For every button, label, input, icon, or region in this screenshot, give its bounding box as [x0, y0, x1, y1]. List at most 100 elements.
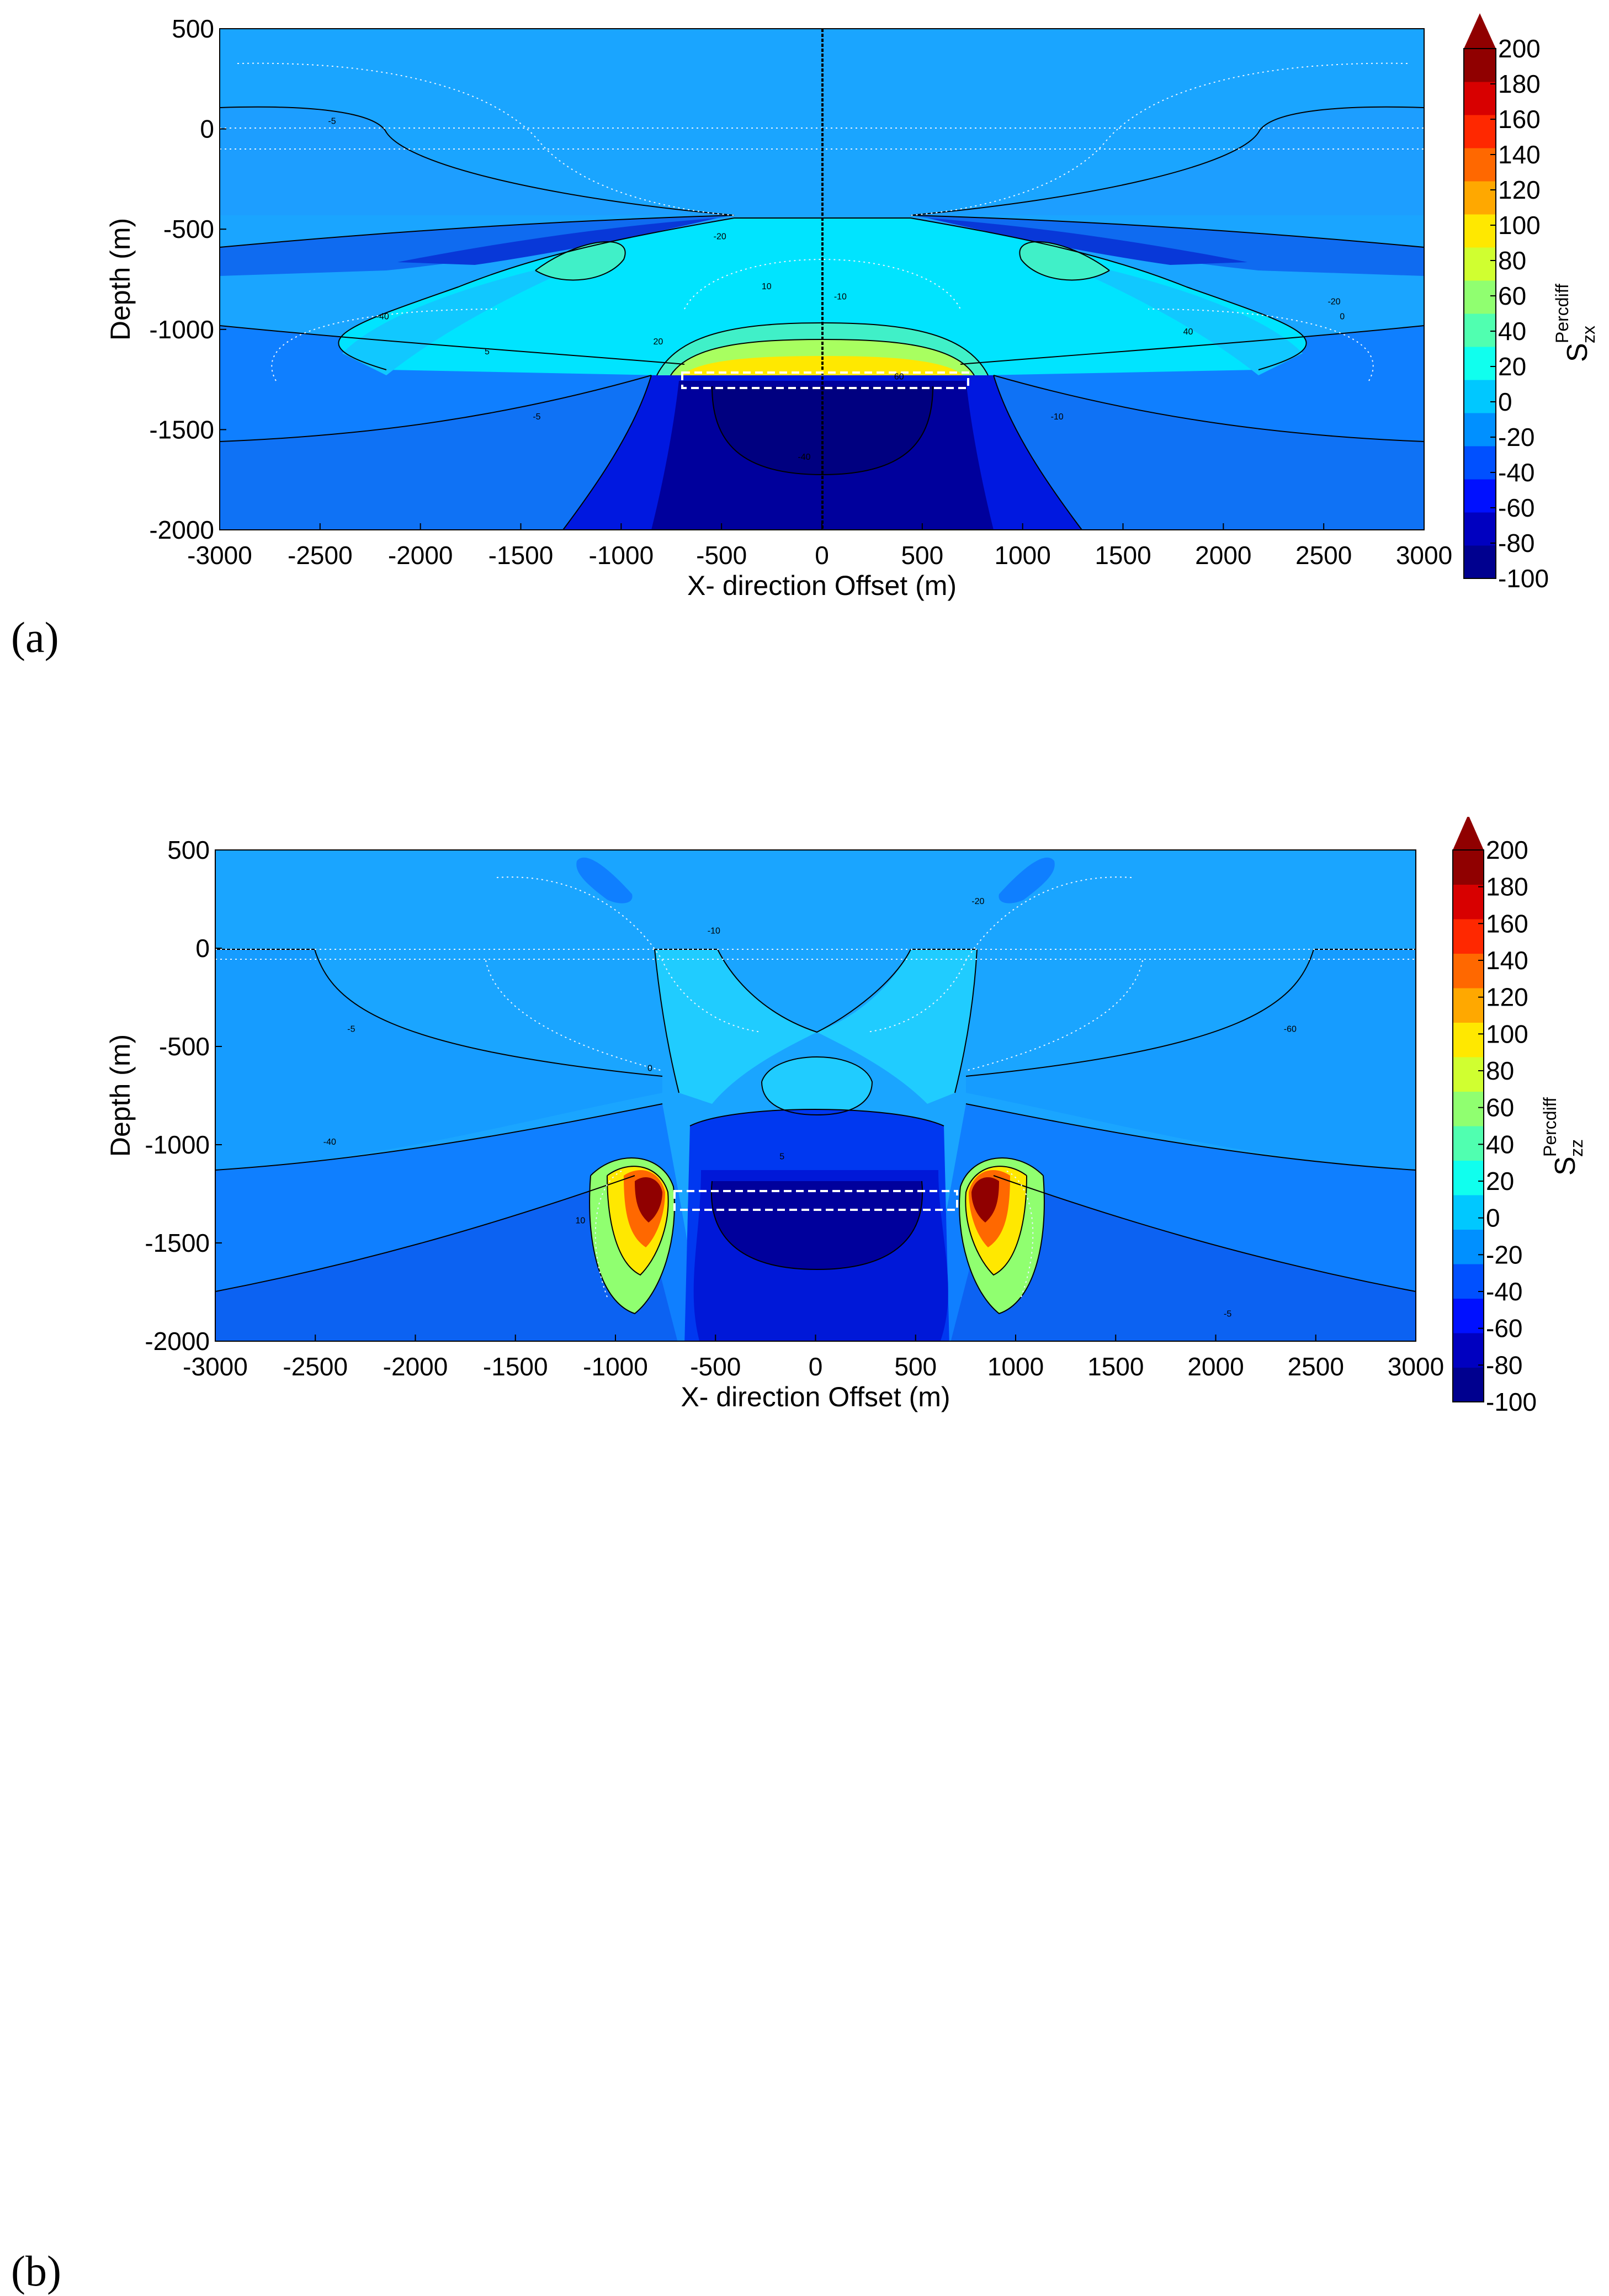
- colorbar-tick-label: 200: [1498, 34, 1541, 63]
- colorbar-tick-label: -40: [1498, 458, 1534, 487]
- colorbar-swatch: [1464, 280, 1496, 314]
- x-tick-label: 500: [901, 541, 943, 570]
- contour-band: [535, 241, 625, 280]
- colorbar-swatch: [1453, 1229, 1484, 1264]
- colorbar-frame: [1452, 849, 1484, 1402]
- colorbar-swatch: [1453, 919, 1484, 954]
- x-tick-label: 2000: [1187, 1352, 1244, 1381]
- colorbar-swatch: [1453, 1264, 1484, 1299]
- colorbar-label-superscript: Percdiff: [1552, 284, 1572, 343]
- colorbar-tick-label: 80: [1486, 1056, 1514, 1085]
- colorbar-swatch: [1464, 115, 1496, 148]
- x-tick-label: 0: [815, 541, 829, 570]
- y-tick-label: 500: [167, 836, 210, 864]
- y-axis-label: Depth (m): [105, 1034, 136, 1157]
- contour-band: [762, 1057, 872, 1115]
- y-tick-label: -500: [163, 215, 214, 243]
- colorbar-swatch: [1453, 850, 1484, 885]
- contour-band: [1038, 254, 1303, 375]
- contour-band: [712, 386, 933, 475]
- contour-band: [220, 375, 673, 530]
- colorbar-label-superscript: Percdiff: [1540, 1097, 1560, 1157]
- contour-band: [971, 375, 1424, 530]
- colorbar-swatch: [1464, 380, 1496, 413]
- colorbar-tick-label: 0: [1486, 1204, 1500, 1232]
- x-tick-label: -1000: [583, 1352, 648, 1381]
- contour-lines: [215, 949, 1416, 1315]
- contour-value-label: -20: [714, 232, 726, 241]
- colorbar-swatch: [1453, 1160, 1484, 1195]
- target-box: [673, 1190, 958, 1211]
- colorbar-swatch: [1453, 884, 1484, 920]
- colorbar-swatch: [1464, 347, 1496, 380]
- x-tick-label: 1500: [1095, 541, 1151, 570]
- contour-value-label: 10: [762, 282, 772, 291]
- contour-labels-a: -5 -10 -20 -40 0 5 10 20 40 60 -5 -10 -20 -40: [328, 117, 1345, 462]
- colorbar-swatch: [1464, 545, 1496, 579]
- y-tick-label: -1500: [149, 415, 214, 444]
- contour-value-label: -40: [323, 1138, 336, 1147]
- hot-lobe-left: [590, 1157, 675, 1314]
- x-tick-label: -3000: [183, 1352, 248, 1381]
- x-tick-label: 2000: [1195, 541, 1251, 570]
- contour-value-label: -60: [1284, 1024, 1297, 1034]
- colorbar-a: 200180160140120100806040200-20-40-60-80-…: [1463, 13, 1599, 593]
- plot-area-a: [220, 29, 1424, 530]
- colorbar-swatch: [1464, 446, 1496, 480]
- x-axis-label: X- direction Offset (m): [687, 570, 957, 601]
- x-tick-label: 2500: [1295, 541, 1352, 570]
- x-tick-label: 3000: [1396, 541, 1452, 570]
- colorbar-swatch: [1453, 1126, 1484, 1161]
- contour-value-label: -10: [834, 292, 847, 301]
- colorbar-swatch: [1453, 1057, 1484, 1092]
- contour-band: [950, 1176, 1416, 1341]
- contour-band: [711, 1181, 923, 1269]
- colorbar-swatch: [1464, 214, 1496, 248]
- contour-value-label: 60: [894, 373, 904, 382]
- colorbar-label-main: S: [1549, 1156, 1581, 1176]
- contour-labels-b: -5 -10 -20 -40 -60 0 5 10 -5: [323, 897, 1297, 1319]
- colorbar-swatch: [1464, 82, 1496, 115]
- y-tick-label: 500: [172, 14, 214, 43]
- y-tick-label: -1000: [149, 315, 214, 344]
- contour-band: [817, 949, 977, 1104]
- chart-panel-a: -3000 -2500 -2000 -1500 -1000 -500 0 500 1000 150…: [0, 0, 1609, 679]
- contour-band: [999, 857, 1055, 903]
- x-tick-label: -1500: [488, 541, 554, 570]
- contour-band: [397, 218, 718, 265]
- colorbar-swatch: [1453, 988, 1484, 1023]
- contour-band: [966, 949, 1416, 1170]
- contour-value-label: -40: [376, 312, 389, 322]
- hot-lobe-right: [959, 1157, 1044, 1314]
- colorbar-tick-label: 40: [1486, 1130, 1514, 1158]
- x-tick-label: -3000: [187, 541, 252, 570]
- colorbar-swatch: [1453, 1298, 1484, 1333]
- y-tick-label: -1000: [145, 1130, 210, 1159]
- colorbar-label-main: S: [1562, 343, 1594, 362]
- contour-band: [215, 949, 662, 1170]
- contour-value-label: 40: [1183, 327, 1193, 337]
- colorbar-swatch: [1464, 181, 1496, 215]
- contour-value-label: 20: [654, 337, 663, 347]
- x-tick-label: 1500: [1087, 1352, 1144, 1381]
- x-tick-label: 1000: [994, 541, 1050, 570]
- x-tick-label: 500: [894, 1352, 937, 1381]
- colorbar-tick-label: 120: [1498, 176, 1541, 204]
- plot-area-b: [215, 850, 1416, 1341]
- x-tick-label: -1500: [483, 1352, 548, 1381]
- contour-band: [342, 254, 607, 375]
- contour-band: [215, 1176, 678, 1341]
- contour-band: [927, 218, 1247, 265]
- contour-band: [1019, 241, 1109, 280]
- colorbar-swatch: [1464, 148, 1496, 182]
- x-axis-label: X- direction Offset (m): [681, 1381, 950, 1412]
- contour-value-label: 5: [485, 347, 490, 357]
- contour-value-label: -5: [328, 117, 336, 126]
- colorbar-swatch: [1453, 1091, 1484, 1126]
- colorbar-swatch: [1464, 247, 1496, 281]
- colorbar-label-subscript: zx: [1579, 326, 1599, 343]
- contour-value-label: -5: [533, 412, 540, 422]
- contour-value-label: -5: [347, 1024, 355, 1034]
